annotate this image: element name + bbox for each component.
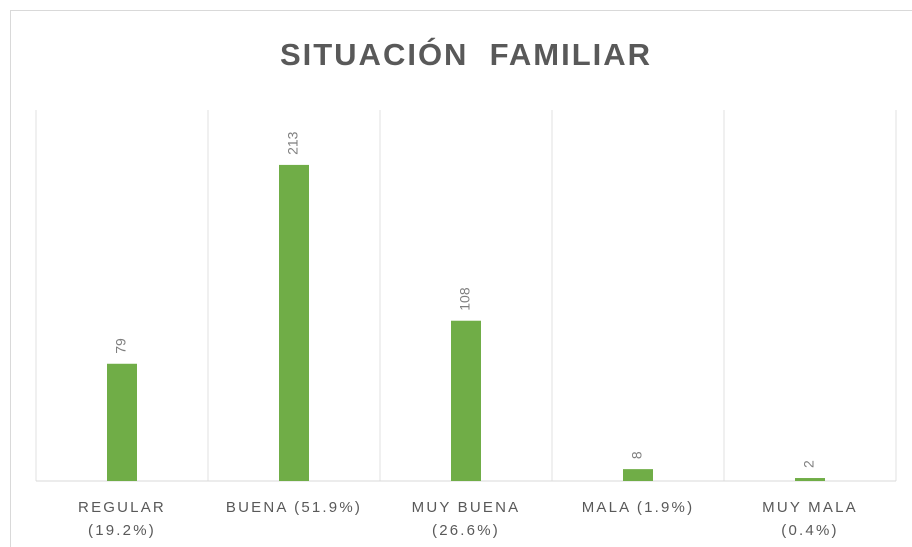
data-label: 108 (457, 287, 473, 311)
bar (279, 164, 309, 481)
chart-title: SITUACIÓN FAMILIAR (280, 36, 652, 72)
bar (623, 469, 653, 481)
data-label: 8 (629, 451, 645, 459)
data-label: 213 (285, 131, 301, 155)
x-tick-label: (19.2%) (88, 522, 156, 539)
data-label: 2 (801, 460, 817, 468)
bar (451, 320, 481, 481)
bar (795, 478, 825, 481)
x-tick-label: (0.4%) (781, 522, 838, 539)
x-tick-label: (26.6%) (432, 522, 500, 539)
chart-border (10, 10, 912, 547)
data-label: 79 (113, 338, 129, 354)
x-tick-label: REGULAR (78, 499, 166, 516)
x-tick-label: MUY BUENA (412, 499, 521, 516)
x-tick-label: MALA (1.9%) (582, 499, 695, 516)
bar (107, 363, 137, 481)
x-tick-label: BUENA (51.9%) (226, 499, 362, 516)
x-tick-label: MUY MALA (762, 499, 858, 516)
